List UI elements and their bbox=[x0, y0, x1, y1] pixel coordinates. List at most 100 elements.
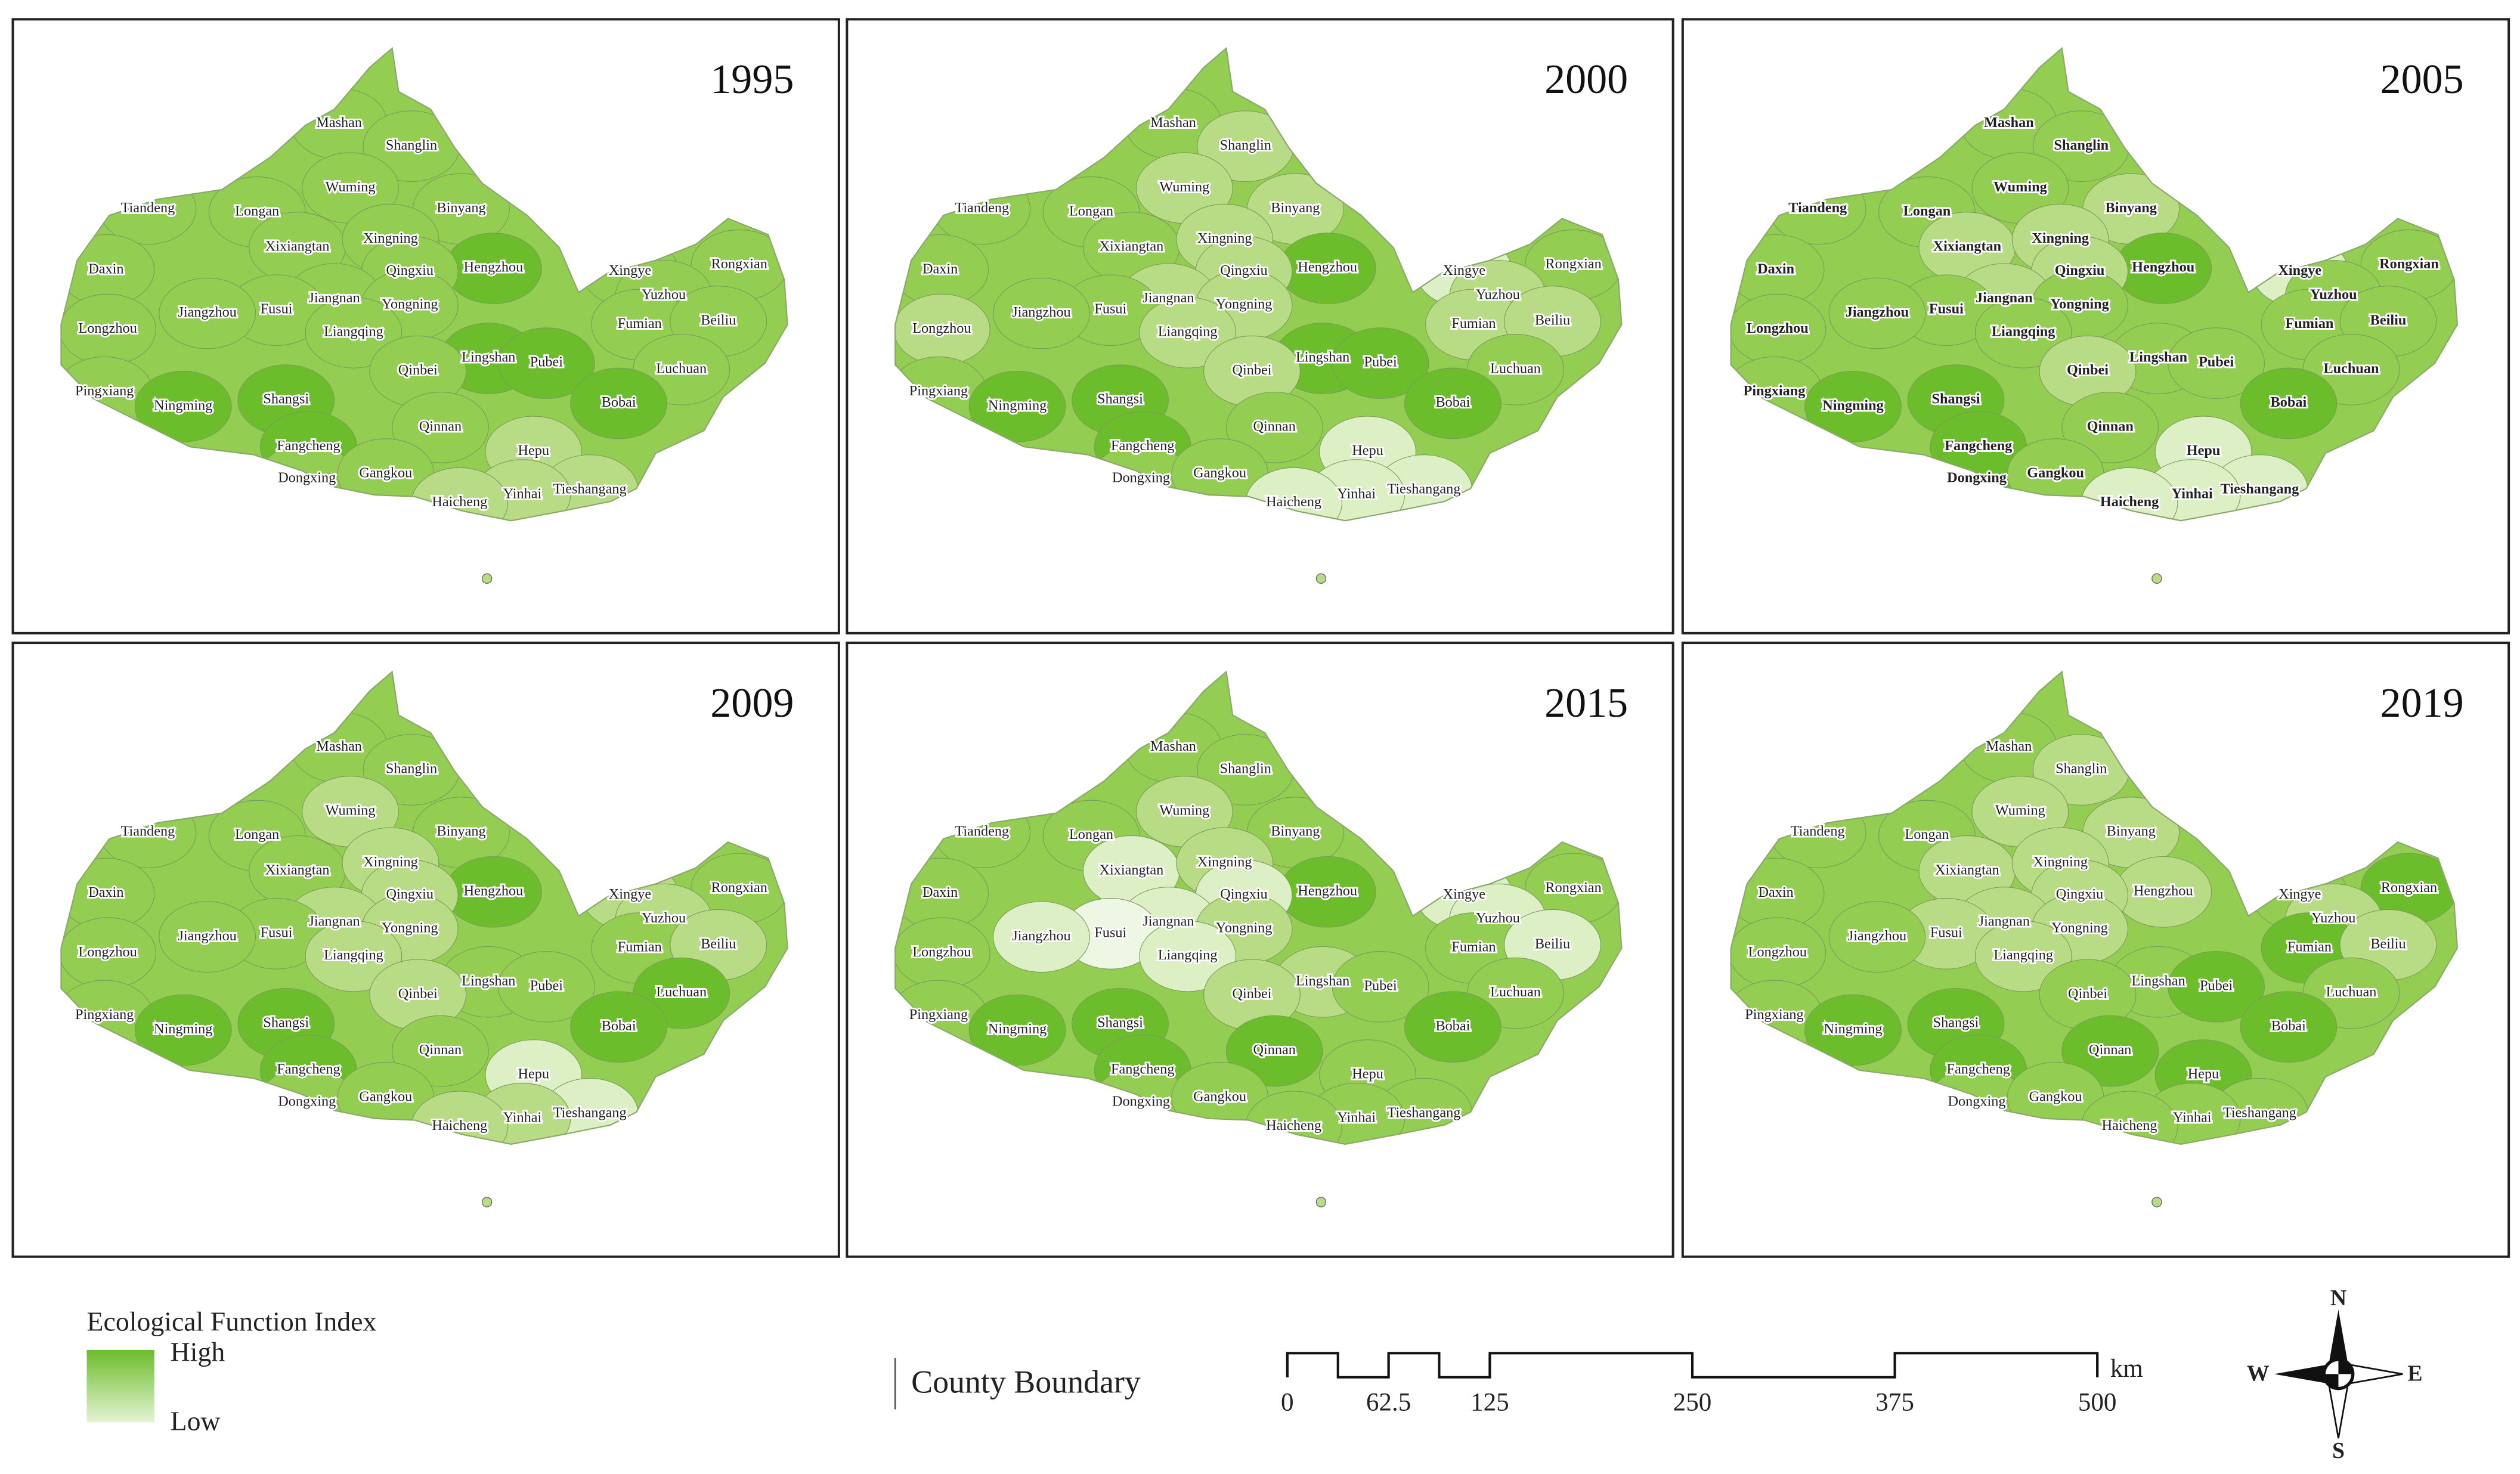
county-label: Qinbei bbox=[1233, 986, 1272, 1002]
county-label: Yuzhou bbox=[642, 286, 686, 302]
compass: N S E W bbox=[2247, 1286, 2423, 1463]
map-panel: 2009 Mashan Shanglin Wuming Tiandeng Longan Bi… bbox=[11, 642, 840, 1258]
county-label: Pubei bbox=[1364, 354, 1398, 370]
county-label: Xixiangtan bbox=[1100, 862, 1164, 878]
county-label: Qingxiu bbox=[386, 262, 434, 278]
panel-year: 2019 bbox=[2380, 680, 2464, 726]
county-label: Ningming bbox=[1822, 397, 1883, 413]
county-label: Fusui bbox=[261, 301, 293, 317]
county-label: Hengzhou bbox=[2132, 259, 2194, 275]
island bbox=[481, 573, 493, 584]
county-label: Jiangzhou bbox=[178, 928, 237, 944]
county bbox=[2168, 950, 2265, 1023]
scale-label: 125 bbox=[1470, 1388, 1509, 1416]
county-label: Shangsi bbox=[263, 1014, 309, 1030]
county-label: Xingye bbox=[2278, 262, 2321, 278]
county-label: Wuming bbox=[326, 803, 376, 819]
county-label: Jiangnan bbox=[1976, 290, 2033, 306]
county-label: Xixiangtan bbox=[1100, 239, 1164, 255]
county-label: Bobai bbox=[1435, 1018, 1470, 1034]
county-label: Fusui bbox=[1930, 924, 1962, 940]
county-label: Haicheng bbox=[2102, 1117, 2157, 1134]
county-label: Luchuan bbox=[2326, 984, 2377, 1000]
compass-e: E bbox=[2407, 1361, 2422, 1386]
county-label: Rongxian bbox=[711, 880, 767, 896]
region-outline bbox=[894, 47, 1623, 522]
county-label: Xingning bbox=[2033, 854, 2088, 870]
county-label: Xingye bbox=[1443, 262, 1485, 278]
county-label: Tiandeng bbox=[121, 200, 175, 216]
county-label: Mashan bbox=[316, 738, 362, 754]
county-label: Jiangnan bbox=[1143, 913, 1194, 930]
county-label: Beiliu bbox=[2370, 312, 2407, 329]
county-label: Shanglin bbox=[1220, 137, 1271, 153]
county bbox=[159, 277, 256, 349]
scale-label: 500 bbox=[2078, 1388, 2117, 1416]
county-label: Ningming bbox=[988, 1021, 1047, 1037]
county-label: Mashan bbox=[1984, 114, 2034, 131]
county-label: Yuzhou bbox=[2310, 286, 2357, 302]
counties bbox=[895, 48, 1622, 521]
county-label: Pingxiang bbox=[1744, 383, 1806, 399]
county-label: Longan bbox=[1069, 203, 1113, 219]
county-label: Luchuan bbox=[1490, 360, 1541, 376]
counties bbox=[1730, 671, 2457, 1144]
county bbox=[1804, 994, 1902, 1066]
county bbox=[1828, 901, 1926, 973]
county-label: Fusui bbox=[1094, 924, 1126, 940]
county-label: Gangkou bbox=[2029, 1088, 2082, 1104]
county-label: Haicheng bbox=[432, 494, 487, 510]
county-label: Liangqing bbox=[1992, 323, 2055, 339]
county-label: Ningming bbox=[154, 397, 212, 413]
county bbox=[1225, 392, 1323, 463]
counties bbox=[61, 671, 788, 1144]
compass-s: S bbox=[2332, 1438, 2345, 1463]
island bbox=[1315, 1197, 1327, 1207]
county-label: Yinhai bbox=[2172, 486, 2213, 502]
county-label: Yongning bbox=[382, 296, 438, 312]
county-label: Fangcheng bbox=[277, 1061, 340, 1077]
scale-label: 62.5 bbox=[1366, 1388, 1411, 1416]
county-label: Dongxing bbox=[1948, 1093, 2006, 1109]
county-label: Shangsi bbox=[1097, 1014, 1143, 1030]
county-label: Daxin bbox=[922, 884, 958, 900]
county-label: Daxin bbox=[922, 261, 958, 277]
map-panel: 2019 Mashan Shanglin Wuming Tiandeng Longan Bi… bbox=[1681, 642, 2510, 1258]
county-label: Haicheng bbox=[2100, 494, 2159, 510]
county-label: Rongxian bbox=[1545, 256, 1601, 272]
county bbox=[1139, 920, 1237, 992]
county-label: Fangcheng bbox=[1111, 1061, 1174, 1077]
county-label: Tiandeng bbox=[121, 823, 175, 840]
county-label: Jiangzhou bbox=[178, 304, 237, 320]
county-label: Tieshangang bbox=[1387, 1104, 1460, 1120]
county-label: Pubei bbox=[2200, 977, 2233, 993]
county bbox=[993, 901, 1090, 973]
county-label: Binyang bbox=[2106, 200, 2157, 216]
county-label: Longan bbox=[235, 203, 279, 219]
county-label: Haicheng bbox=[432, 1117, 487, 1134]
county bbox=[1804, 371, 1902, 442]
county-label: Xingye bbox=[2278, 886, 2321, 902]
county-label: Longzhou bbox=[78, 320, 137, 336]
legend-boundary: County Boundary bbox=[911, 1364, 1141, 1400]
county-label: Binyang bbox=[436, 823, 485, 840]
county-label: Yongning bbox=[1216, 296, 1273, 312]
county-label: Fangcheng bbox=[1111, 438, 1174, 454]
region-outline bbox=[60, 670, 788, 1145]
county-label: Haicheng bbox=[1266, 494, 1321, 510]
county-label: Lingshan bbox=[2129, 349, 2188, 366]
map-panel: 2015 Mashan Shanglin Wuming Tiandeng Longan Bi… bbox=[846, 642, 1674, 1258]
county-label: Mashan bbox=[1150, 738, 1196, 754]
county-label: Yinhai bbox=[2173, 1109, 2212, 1125]
county-label: Hengzhou bbox=[1298, 259, 1357, 275]
county-label: Jiangnan bbox=[1979, 913, 2030, 930]
county-label: Gangkou bbox=[2027, 465, 2084, 481]
region-outline bbox=[1730, 47, 2458, 522]
county-label: Qingxiu bbox=[386, 886, 434, 902]
county-label: Fumian bbox=[1451, 315, 1496, 332]
county bbox=[159, 901, 256, 973]
panel-year: 2005 bbox=[2380, 57, 2464, 103]
county-label: Hengzhou bbox=[2134, 882, 2193, 899]
county-label: Tieshangang bbox=[553, 1104, 627, 1120]
